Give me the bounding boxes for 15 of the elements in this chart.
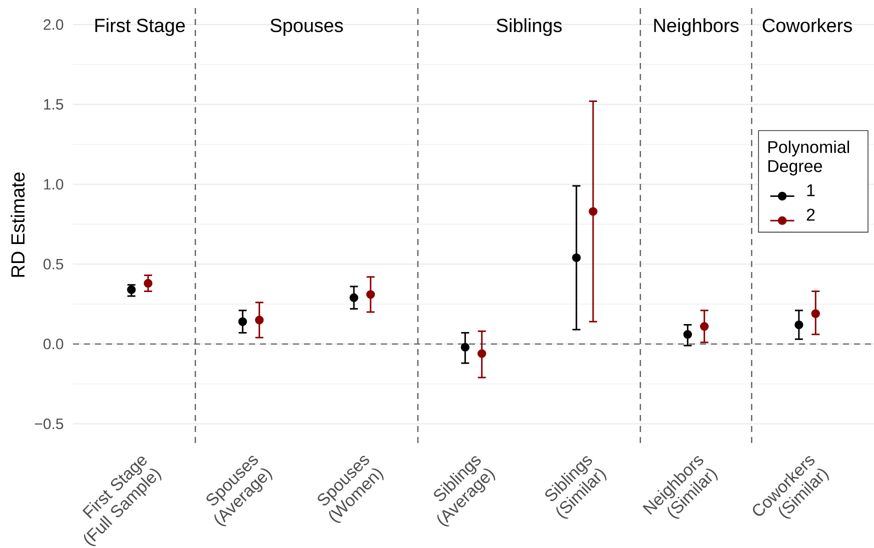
y-axis-title: RD Estimate: [10, 172, 25, 277]
y-tick-label: 0.0: [44, 338, 64, 350]
annotation: Spouses: [270, 18, 343, 36]
annotation: First Stage: [95, 18, 185, 36]
legend-title: Polynomial Degree: [768, 140, 849, 176]
y-tick-label: −0.5: [34, 418, 64, 430]
legend-label: 1: [807, 184, 815, 196]
y-tick-label: 2.0: [44, 19, 64, 30]
y-tick-label: 1.5: [44, 99, 64, 110]
legend-label: 2: [806, 208, 815, 221]
annotation: Neighbors: [654, 18, 739, 36]
annotation: Coworkers: [762, 18, 852, 32]
y-tick-label: 1.0: [44, 178, 64, 190]
annotation: Siblings: [496, 18, 562, 36]
y-tick-label: 0.5: [44, 258, 64, 270]
